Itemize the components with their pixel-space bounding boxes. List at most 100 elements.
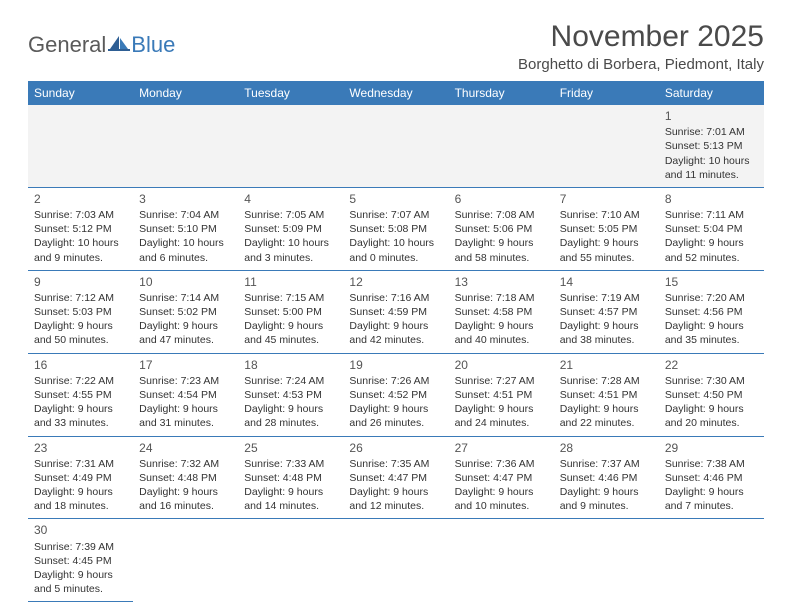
calendar-row: 30Sunrise: 7:39 AMSunset: 4:45 PMDayligh… (28, 519, 764, 602)
sunrise-line: Sunrise: 7:03 AM (34, 208, 127, 222)
empty-cell (449, 105, 554, 187)
sunrise-line: Sunrise: 7:32 AM (139, 457, 232, 471)
daylight-line: Daylight: 9 hours and 45 minutes. (244, 319, 337, 347)
logo: General Blue (28, 20, 175, 58)
title-block: November 2025 Borghetto di Borbera, Pied… (518, 20, 764, 73)
day-number: 24 (139, 440, 232, 456)
sunrise-line: Sunrise: 7:24 AM (244, 374, 337, 388)
sunrise-line: Sunrise: 7:11 AM (665, 208, 758, 222)
location: Borghetto di Borbera, Piedmont, Italy (518, 56, 764, 73)
day-number: 1 (665, 108, 758, 124)
sunset-line: Sunset: 4:51 PM (560, 388, 653, 402)
weekday-header: Thursday (449, 81, 554, 105)
daylight-line: Daylight: 9 hours and 55 minutes. (560, 236, 653, 264)
day-cell: 28Sunrise: 7:37 AMSunset: 4:46 PMDayligh… (554, 436, 659, 519)
day-cell: 25Sunrise: 7:33 AMSunset: 4:48 PMDayligh… (238, 436, 343, 519)
sunset-line: Sunset: 4:53 PM (244, 388, 337, 402)
daylight-line: Daylight: 9 hours and 22 minutes. (560, 402, 653, 430)
daylight-line: Daylight: 10 hours and 9 minutes. (34, 236, 127, 264)
calendar-row: 1Sunrise: 7:01 AMSunset: 5:13 PMDaylight… (28, 105, 764, 187)
sunset-line: Sunset: 4:56 PM (665, 305, 758, 319)
day-cell: 22Sunrise: 7:30 AMSunset: 4:50 PMDayligh… (659, 353, 764, 436)
sunrise-line: Sunrise: 7:26 AM (349, 374, 442, 388)
sunrise-line: Sunrise: 7:01 AM (665, 125, 758, 139)
day-number: 10 (139, 274, 232, 290)
day-number: 2 (34, 191, 127, 207)
day-cell: 3Sunrise: 7:04 AMSunset: 5:10 PMDaylight… (133, 187, 238, 270)
sunset-line: Sunset: 5:08 PM (349, 222, 442, 236)
empty-cell (343, 519, 448, 602)
day-cell: 7Sunrise: 7:10 AMSunset: 5:05 PMDaylight… (554, 187, 659, 270)
day-cell: 10Sunrise: 7:14 AMSunset: 5:02 PMDayligh… (133, 270, 238, 353)
sunrise-line: Sunrise: 7:16 AM (349, 291, 442, 305)
daylight-line: Daylight: 9 hours and 18 minutes. (34, 485, 127, 513)
day-number: 8 (665, 191, 758, 207)
sunrise-line: Sunrise: 7:36 AM (455, 457, 548, 471)
sunrise-line: Sunrise: 7:12 AM (34, 291, 127, 305)
calendar-row: 16Sunrise: 7:22 AMSunset: 4:55 PMDayligh… (28, 353, 764, 436)
empty-cell (659, 519, 764, 602)
day-number: 9 (34, 274, 127, 290)
daylight-line: Daylight: 9 hours and 10 minutes. (455, 485, 548, 513)
day-number: 27 (455, 440, 548, 456)
day-number: 30 (34, 522, 127, 538)
day-number: 23 (34, 440, 127, 456)
empty-cell (449, 519, 554, 602)
empty-cell (554, 519, 659, 602)
sunrise-line: Sunrise: 7:38 AM (665, 457, 758, 471)
day-cell: 15Sunrise: 7:20 AMSunset: 4:56 PMDayligh… (659, 270, 764, 353)
day-cell: 9Sunrise: 7:12 AMSunset: 5:03 PMDaylight… (28, 270, 133, 353)
sunset-line: Sunset: 4:45 PM (34, 554, 127, 568)
day-cell: 24Sunrise: 7:32 AMSunset: 4:48 PMDayligh… (133, 436, 238, 519)
daylight-line: Daylight: 10 hours and 6 minutes. (139, 236, 232, 264)
sunrise-line: Sunrise: 7:14 AM (139, 291, 232, 305)
sunset-line: Sunset: 4:47 PM (349, 471, 442, 485)
calendar-row: 23Sunrise: 7:31 AMSunset: 4:49 PMDayligh… (28, 436, 764, 519)
day-cell: 19Sunrise: 7:26 AMSunset: 4:52 PMDayligh… (343, 353, 448, 436)
sunrise-line: Sunrise: 7:18 AM (455, 291, 548, 305)
day-cell: 23Sunrise: 7:31 AMSunset: 4:49 PMDayligh… (28, 436, 133, 519)
daylight-line: Daylight: 10 hours and 3 minutes. (244, 236, 337, 264)
daylight-line: Daylight: 9 hours and 26 minutes. (349, 402, 442, 430)
day-cell: 1Sunrise: 7:01 AMSunset: 5:13 PMDaylight… (659, 105, 764, 187)
day-cell: 8Sunrise: 7:11 AMSunset: 5:04 PMDaylight… (659, 187, 764, 270)
day-cell: 27Sunrise: 7:36 AMSunset: 4:47 PMDayligh… (449, 436, 554, 519)
sunset-line: Sunset: 5:05 PM (560, 222, 653, 236)
sunset-line: Sunset: 4:54 PM (139, 388, 232, 402)
calendar-body: 1Sunrise: 7:01 AMSunset: 5:13 PMDaylight… (28, 105, 764, 602)
day-number: 11 (244, 274, 337, 290)
day-number: 3 (139, 191, 232, 207)
sunset-line: Sunset: 4:46 PM (560, 471, 653, 485)
sunset-line: Sunset: 4:47 PM (455, 471, 548, 485)
sunset-line: Sunset: 4:46 PM (665, 471, 758, 485)
daylight-line: Daylight: 10 hours and 11 minutes. (665, 154, 758, 182)
sunrise-line: Sunrise: 7:10 AM (560, 208, 653, 222)
sunrise-line: Sunrise: 7:28 AM (560, 374, 653, 388)
daylight-line: Daylight: 9 hours and 35 minutes. (665, 319, 758, 347)
day-cell: 13Sunrise: 7:18 AMSunset: 4:58 PMDayligh… (449, 270, 554, 353)
day-number: 19 (349, 357, 442, 373)
sunrise-line: Sunrise: 7:23 AM (139, 374, 232, 388)
weekday-header: Monday (133, 81, 238, 105)
calendar-row: 2Sunrise: 7:03 AMSunset: 5:12 PMDaylight… (28, 187, 764, 270)
logo-text-1: General (28, 32, 106, 58)
daylight-line: Daylight: 9 hours and 7 minutes. (665, 485, 758, 513)
sunrise-line: Sunrise: 7:30 AM (665, 374, 758, 388)
day-number: 22 (665, 357, 758, 373)
day-cell: 6Sunrise: 7:08 AMSunset: 5:06 PMDaylight… (449, 187, 554, 270)
sunset-line: Sunset: 5:13 PM (665, 139, 758, 153)
empty-cell (133, 105, 238, 187)
day-number: 17 (139, 357, 232, 373)
daylight-line: Daylight: 9 hours and 28 minutes. (244, 402, 337, 430)
sunrise-line: Sunrise: 7:35 AM (349, 457, 442, 471)
header: General Blue November 2025 Borghetto di … (28, 20, 764, 73)
day-number: 18 (244, 357, 337, 373)
sunset-line: Sunset: 4:55 PM (34, 388, 127, 402)
sunset-line: Sunset: 4:59 PM (349, 305, 442, 319)
sunrise-line: Sunrise: 7:39 AM (34, 540, 127, 554)
sunset-line: Sunset: 5:12 PM (34, 222, 127, 236)
sunrise-line: Sunrise: 7:31 AM (34, 457, 127, 471)
sunrise-line: Sunrise: 7:27 AM (455, 374, 548, 388)
day-cell: 2Sunrise: 7:03 AMSunset: 5:12 PMDaylight… (28, 187, 133, 270)
sunset-line: Sunset: 4:50 PM (665, 388, 758, 402)
